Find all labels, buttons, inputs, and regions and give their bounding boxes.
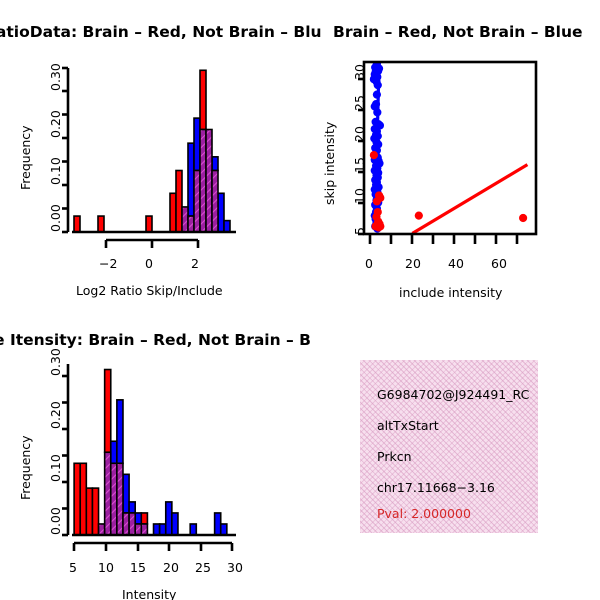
- histogram-bar: [73, 462, 82, 536]
- histogram-bar: [97, 215, 105, 233]
- histogram-bar: [128, 501, 136, 514]
- histogram-bar: [97, 523, 106, 536]
- histogram-bar: [164, 501, 173, 536]
- hist-ratio-axes: [62, 66, 236, 248]
- histogram-bar: [171, 512, 179, 536]
- panel-info: G6984702@J924491_RC altTxStart Prkcn chr…: [300, 310, 600, 600]
- histogram-bar: [181, 206, 189, 233]
- hist-intensity-xtick-4: 25: [195, 560, 211, 575]
- histogram-bar: [103, 368, 112, 454]
- hist-intensity-xtick-1: 10: [98, 560, 114, 575]
- histogram-bar: [193, 169, 201, 233]
- scatter-xtick-3: 60: [491, 256, 507, 271]
- histogram-bar: [217, 192, 225, 233]
- histogram-bar: [223, 219, 231, 233]
- histogram-bar: [199, 128, 207, 233]
- histogram-bar: [213, 512, 222, 536]
- histogram-bar: [211, 156, 219, 172]
- hist-ratio-bars: [73, 69, 231, 233]
- scatter-point: [374, 64, 384, 73]
- hist-ratio-xlabel: Log2 Ratio Skip/Include: [76, 283, 223, 298]
- scatter-xtick-1: 20: [405, 256, 421, 271]
- scatter-fitlines: [373, 62, 529, 234]
- histogram-bar: [134, 512, 143, 525]
- scatter-point: [373, 81, 382, 90]
- scatter-point: [373, 108, 382, 117]
- hist-intensity-xtick-0: 5: [69, 560, 77, 575]
- histogram-bar: [189, 523, 198, 536]
- histogram-bar: [199, 69, 207, 131]
- hist-intensity-bars: [73, 368, 228, 536]
- hist-intensity-xlabel: Intensity: [122, 587, 177, 600]
- scatter-point: [376, 222, 385, 231]
- hist-intensity-title: ne Itensity: Brain – Red, Not Brain – B: [0, 331, 311, 349]
- hist-intensity-axes: [62, 364, 236, 551]
- histogram-bar: [73, 215, 81, 233]
- hist-ratio-title: RatioData: Brain – Red, Not Brain – Blu: [0, 23, 322, 41]
- histogram-bar: [152, 523, 161, 536]
- info-pval: Pval: 2.000000: [377, 506, 471, 521]
- histogram-bar: [122, 473, 130, 514]
- scatter-points: [369, 62, 528, 233]
- info-probe-id: G6984702@J924491_RC: [377, 387, 530, 402]
- scatter-point: [372, 197, 381, 206]
- hist-ratio-plot: [62, 66, 236, 248]
- hist-intensity-plot: [62, 364, 236, 551]
- histogram-bar: [109, 440, 118, 465]
- histogram-bar: [85, 487, 94, 536]
- scatter-points-group: [369, 62, 529, 234]
- histogram-bar: [116, 462, 124, 536]
- histogram-bar: [134, 523, 143, 536]
- histogram-bar: [175, 169, 183, 233]
- panel-histogram-intensity: ne Itensity: Brain – Red, Not Brain – B …: [0, 310, 311, 600]
- hist-ratio-xtick-1: 0: [145, 256, 153, 271]
- histogram-bar: [109, 462, 118, 536]
- histogram-bar: [122, 512, 130, 536]
- scatter-plot: [358, 60, 538, 244]
- scatter-title: Brain – Red, Not Brain – Blue: [333, 23, 583, 41]
- hist-ratio-xtick-2: 2: [191, 256, 199, 271]
- histogram-bar: [140, 512, 149, 525]
- histogram-bar: [211, 169, 219, 233]
- histogram-bar: [205, 128, 213, 233]
- hist-intensity-xtick-3: 20: [163, 560, 179, 575]
- histogram-bar: [219, 523, 228, 536]
- panel-histogram-ratio: RatioData: Brain – Red, Not Brain – Blu …: [0, 0, 322, 310]
- histogram-bar: [187, 215, 195, 233]
- scatter-xtick-0: 0: [365, 256, 373, 271]
- histogram-bar: [145, 215, 153, 233]
- histogram-bar: [79, 462, 88, 536]
- scatter-point: [519, 213, 528, 223]
- scatter-point: [372, 90, 381, 99]
- info-box: G6984702@J924491_RC altTxStart Prkcn chr…: [360, 360, 538, 533]
- histogram-bar: [91, 487, 100, 536]
- scatter-xtick-2: 40: [448, 256, 464, 271]
- histogram-bar: [193, 117, 201, 172]
- info-event-type: altTxStart: [377, 418, 439, 433]
- histogram-bar: [158, 523, 167, 536]
- scatter-point: [414, 211, 423, 220]
- scatter-point: [369, 151, 378, 160]
- scatter-axes: [358, 60, 538, 244]
- histogram-bar: [128, 512, 136, 536]
- panel-scatter: Brain – Red, Not Brain – Blue skip inten…: [300, 0, 600, 310]
- histogram-bar: [103, 451, 112, 536]
- histogram-bar: [187, 142, 195, 217]
- info-locus: chr17.11668−3.16: [377, 480, 495, 495]
- hist-intensity-xtick-2: 15: [130, 560, 146, 575]
- histogram-bar: [116, 399, 124, 465]
- regression-line: [411, 163, 529, 234]
- histogram-bar: [169, 192, 177, 233]
- scatter-xlabel: include intensity: [399, 285, 503, 300]
- info-gene: Prkcn: [377, 449, 412, 464]
- histogram-bar: [140, 523, 149, 536]
- hist-ratio-xtick-0: −2: [99, 256, 118, 271]
- hist-intensity-xtick-5: 30: [227, 560, 243, 575]
